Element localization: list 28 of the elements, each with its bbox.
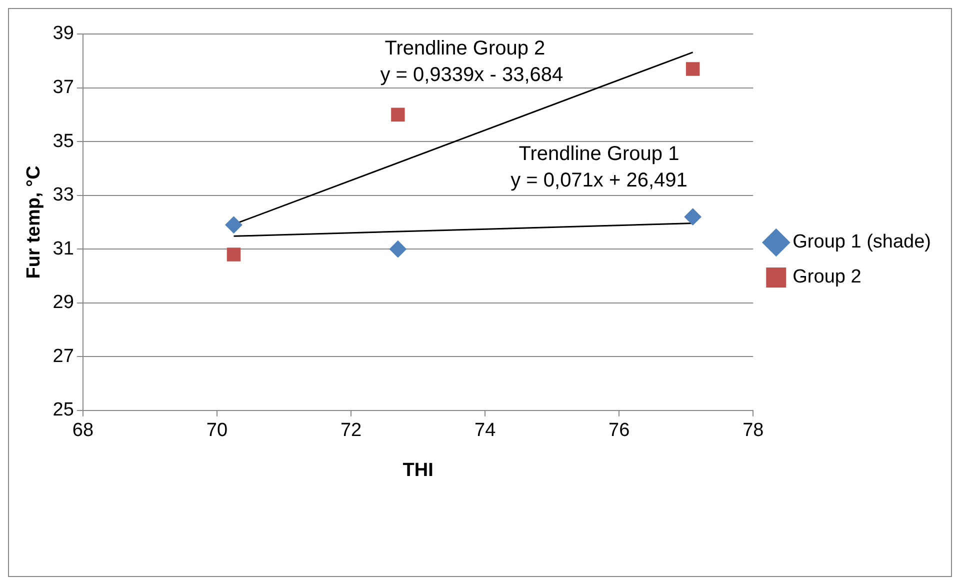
point: [225, 216, 242, 234]
x-tick-label: 78: [742, 420, 764, 442]
legend-label: Group 2: [792, 266, 862, 288]
annotation: y = 0,071x + 26,491: [510, 169, 688, 192]
x-tick-label: 72: [340, 420, 362, 442]
x-axis-title: THI: [402, 460, 434, 481]
point: [684, 208, 702, 226]
y-tick-label: 27: [52, 346, 74, 367]
y-axis-title: Fur temp, °C: [24, 165, 45, 279]
y-tick-label: 39: [52, 23, 74, 44]
y-tick-label: 31: [52, 238, 74, 260]
annotation: Trendline Group 1: [518, 142, 680, 165]
annotation: y = 0,9339x - 33,684: [380, 64, 564, 86]
point: [391, 108, 405, 122]
y-tick-label: 29: [52, 292, 74, 314]
point: [226, 248, 241, 262]
x-tick-label: 76: [608, 420, 630, 442]
x-tick-label: 74: [474, 420, 496, 442]
point: [389, 240, 406, 258]
point: [686, 62, 700, 76]
x-tick-label: 68: [72, 420, 94, 442]
annotation: Trendline Group 2: [384, 38, 546, 60]
y-tick-label: 35: [52, 130, 74, 152]
y-tick-label: 37: [52, 77, 74, 98]
legend-label: Group 1 (shade): [792, 232, 932, 253]
x-tick-label: 70: [206, 420, 228, 442]
y-tick-label: 33: [52, 184, 74, 206]
y-tick-label: 25: [52, 400, 74, 421]
